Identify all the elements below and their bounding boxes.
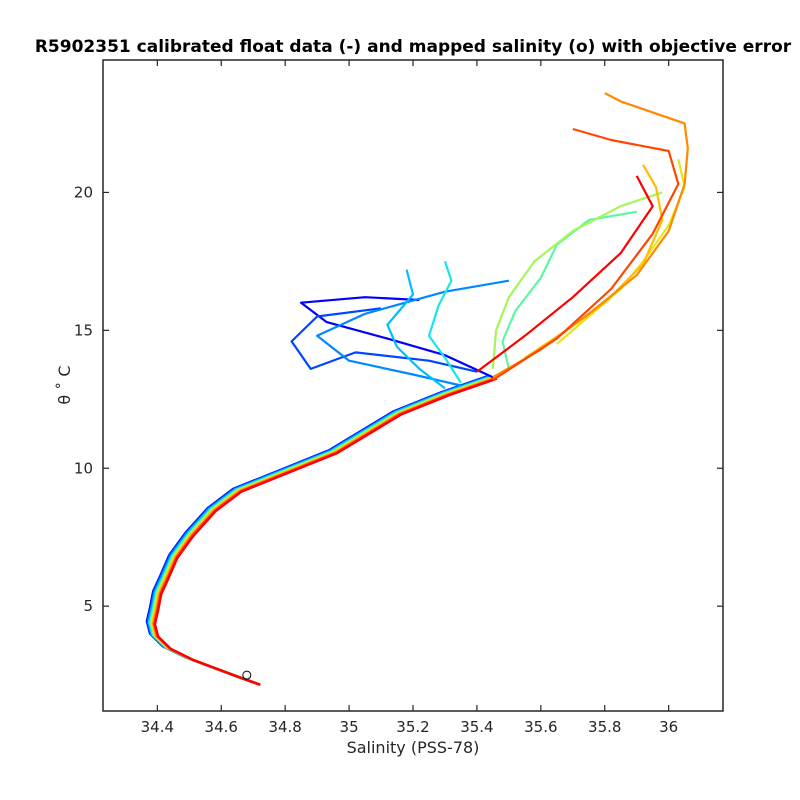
chart-title: R5902351 calibrated float data (-) and m… <box>35 37 792 57</box>
x-tick-label: 35.6 <box>524 718 557 736</box>
x-tick-label: 34.8 <box>268 718 301 736</box>
x-tick-label: 36 <box>659 718 678 736</box>
upper-profile-line <box>290 307 478 373</box>
upper-profile-line <box>492 92 689 379</box>
plot-area <box>103 60 723 711</box>
deep-profile-line <box>153 377 498 686</box>
x-tick-label: 34.6 <box>205 718 238 736</box>
x-tick-label: 34.4 <box>141 718 174 736</box>
ticks-layer: 34.4 34.6 34.8 35 35.2 35.4 35.6 35.8 36 5 10 15 20 <box>74 60 723 736</box>
y-axis-label: θ ˚ C <box>55 365 74 404</box>
upper-profile-line <box>386 269 446 390</box>
y-tick-label: 5 <box>83 597 93 615</box>
x-tick-label: 35.8 <box>588 718 621 736</box>
x-tick-label: 35.2 <box>396 718 429 736</box>
upper-profile-line <box>491 191 663 369</box>
series-layer <box>145 92 689 686</box>
plot-frame <box>102 59 724 712</box>
upper-profile-line <box>476 175 654 373</box>
x-tick-label: 35 <box>340 718 359 736</box>
upper-profile-line <box>427 261 462 384</box>
y-tick-label: 10 <box>74 459 93 477</box>
y-tick-label: 20 <box>74 183 93 201</box>
upper-profile-line <box>300 296 494 379</box>
x-axis-label: Salinity (PSS-78) <box>347 738 480 757</box>
upper-profile-line <box>501 210 637 370</box>
upper-profile-line <box>492 127 680 381</box>
mapped-salinity-point <box>242 670 252 680</box>
x-tick-label: 35.4 <box>460 718 493 736</box>
y-tick-label: 15 <box>74 321 93 339</box>
